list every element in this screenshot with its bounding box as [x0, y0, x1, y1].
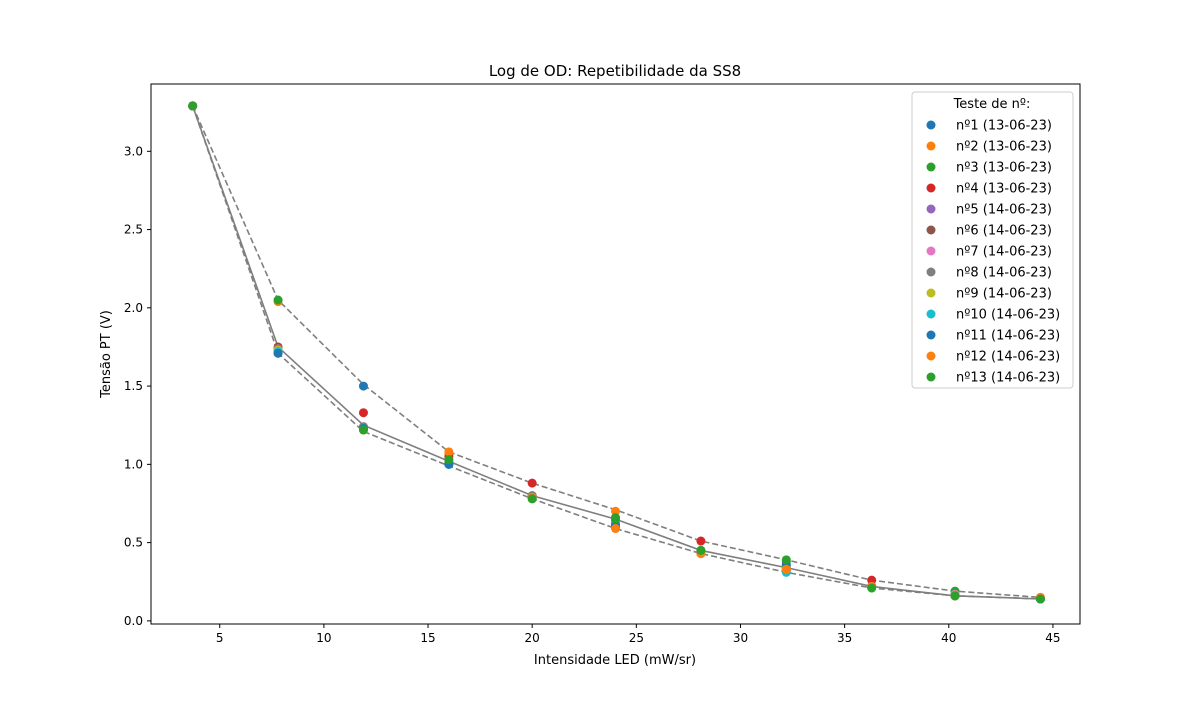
data-point-series-13 — [188, 101, 198, 111]
legend-entry-label: nº10 (14-06-23) — [956, 308, 1060, 323]
legend-marker — [926, 309, 936, 319]
data-point-series-13 — [1035, 594, 1045, 604]
data-point-series-12 — [781, 564, 791, 574]
legend-entry-label: nº7 (14-06-23) — [956, 245, 1052, 260]
plot-area-frame — [150, 83, 1081, 625]
data-point-series-12 — [444, 447, 454, 457]
y-tick-label: 1.5 — [124, 379, 143, 393]
ticks-layer: 5 10 15 20 25 30 35 40 45 0.0 0.5 1.0 1.5 2.0 2.5 3.0 — [124, 144, 1061, 645]
data-point-series-13 — [527, 494, 537, 504]
y-tick-label: 2.5 — [124, 223, 143, 237]
legend-box — [911, 91, 1074, 389]
y-tick-label: 0.5 — [124, 536, 143, 550]
legend: Teste de nº: nº1 (13-06-23) nº2 (13-06-23… — [911, 91, 1074, 389]
legend-marker — [926, 162, 936, 172]
legend-marker — [926, 351, 936, 361]
legend-marker — [926, 246, 936, 256]
legend-marker — [926, 288, 936, 298]
legend-entry-label: nº11 (14-06-23) — [956, 329, 1060, 344]
data-point-series-1 — [358, 381, 368, 391]
x-axis-label: Intensidade LED (mW/sr) — [534, 653, 696, 668]
data-point-series-13 — [273, 295, 283, 305]
legend-marker — [926, 267, 936, 277]
x-tick-label: 40 — [941, 631, 956, 645]
x-tick-label: 45 — [1045, 631, 1060, 645]
y-axis-label: Tensão PT (V) — [99, 310, 114, 399]
data-point-series-4 — [527, 478, 537, 488]
y-tick-label: 1.0 — [124, 457, 143, 471]
data-point-series-13 — [696, 545, 706, 555]
legend-entry-label: nº5 (14-06-23) — [956, 203, 1052, 218]
legend-entry-label: nº8 (14-06-23) — [956, 266, 1052, 281]
legend-entry-label: nº4 (13-06-23) — [956, 182, 1052, 197]
legend-marker — [926, 225, 936, 235]
data-point-series-11 — [273, 348, 283, 358]
legend-entry-label: nº9 (14-06-23) — [956, 287, 1052, 302]
x-tick-label: 10 — [316, 631, 331, 645]
data-point-series-13 — [950, 591, 960, 601]
legend-entry-label: nº3 (13-06-23) — [956, 161, 1052, 176]
legend-entry-label: nº6 (14-06-23) — [956, 224, 1052, 239]
data-point-series-13 — [444, 455, 454, 465]
data-point-series-13 — [611, 514, 620, 524]
y-tick-label: 2.0 — [124, 301, 143, 315]
data-point-series-12 — [611, 524, 620, 534]
legend-marker — [926, 183, 936, 193]
x-tick-label: 20 — [525, 631, 540, 645]
x-tick-label: 30 — [733, 631, 748, 645]
x-tick-label: 25 — [629, 631, 644, 645]
chart-title: Log de OD: Repetibilidade da SS8 — [489, 62, 741, 80]
legend-marker — [926, 120, 936, 130]
legend-marker — [926, 204, 936, 214]
data-point-series-13 — [358, 425, 368, 435]
y-tick-label: 0.0 — [124, 614, 143, 628]
legend-entry-label: nº12 (14-06-23) — [956, 350, 1060, 365]
x-tick-label: 15 — [420, 631, 435, 645]
dashed-envelope-line — [191, 105, 1041, 600]
data-point-series-13 — [867, 583, 877, 593]
x-tick-label: 35 — [837, 631, 852, 645]
data-point-series-4 — [696, 536, 706, 546]
legend-title: Teste de nº: — [953, 97, 1031, 112]
legend-entry-label: nº2 (13-06-23) — [956, 140, 1052, 155]
data-point-series-4 — [867, 575, 877, 585]
points-layer — [188, 101, 1045, 604]
legend-marker — [926, 330, 936, 340]
legend-marker — [926, 372, 936, 382]
x-tick-label: 5 — [216, 631, 224, 645]
legend-entry-label: nº1 (13-06-23) — [956, 119, 1052, 134]
y-tick-label: 3.0 — [124, 144, 143, 158]
data-point-series-13 — [781, 555, 791, 565]
data-point-series-4 — [358, 408, 368, 418]
data-point-series-2 — [611, 506, 620, 516]
legend-entry-label: nº13 (14-06-23) — [956, 371, 1060, 386]
legend-marker — [926, 141, 936, 151]
